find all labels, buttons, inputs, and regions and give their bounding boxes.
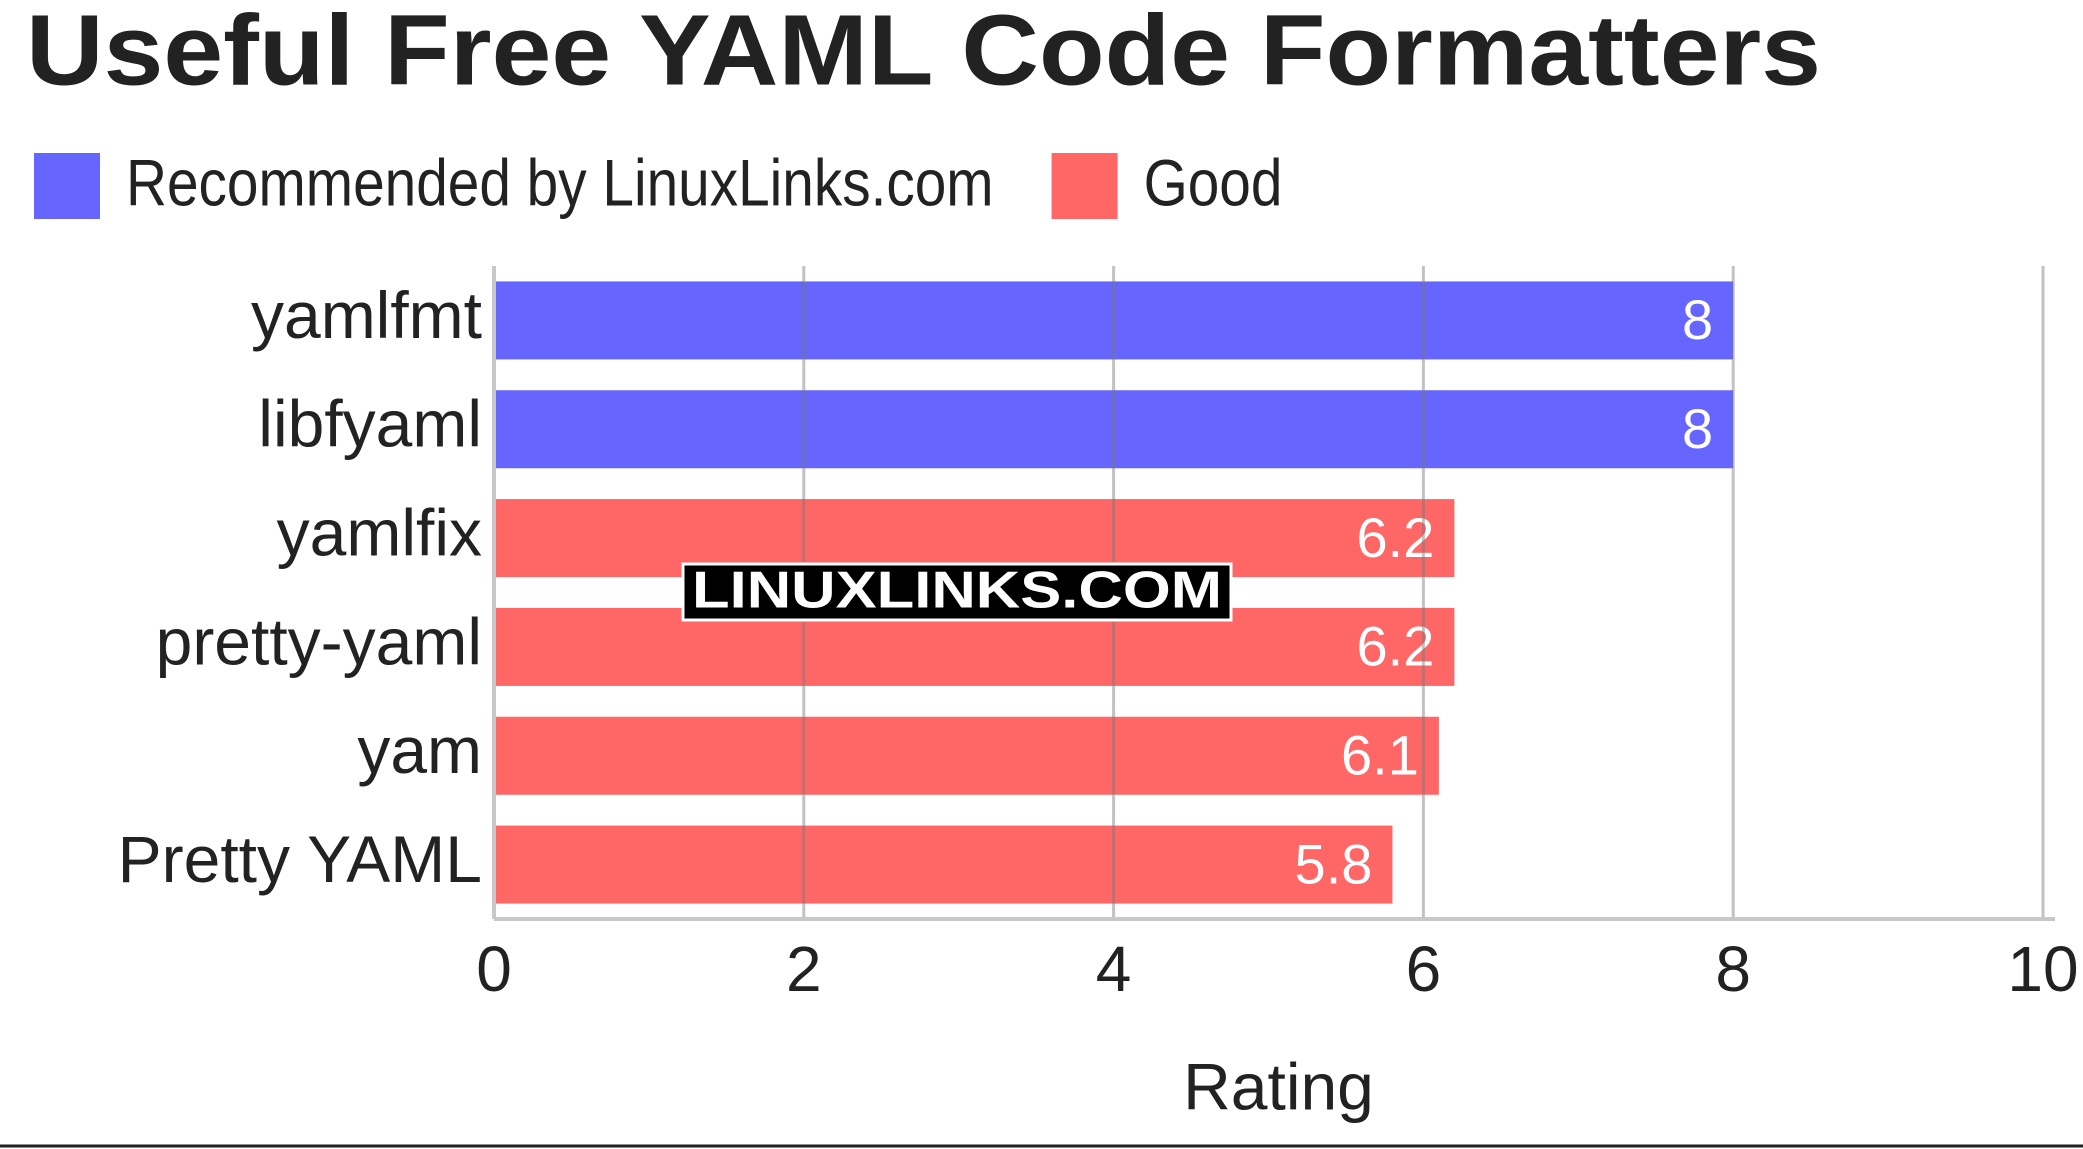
y-tick-label: yam [357,713,482,787]
bar [494,825,1393,904]
value-label: 6.2 [1357,506,1435,569]
bar [494,390,1734,469]
value-label: 6.1 [1341,724,1419,787]
y-tick-label: libfyaml [258,387,482,461]
x-tick-label: 6 [1406,933,1442,1005]
value-label: 8 [1682,288,1713,351]
y-tick-label: yamlfmt [251,278,482,352]
x-tick-label: 10 [2007,933,2078,1005]
legend-label: Recommended by LinuxLinks.com [126,145,994,219]
chart-title: Useful Free YAML Code Formatters [26,0,1821,106]
bar [494,281,1734,360]
value-label: 6.2 [1357,615,1435,678]
x-tick-label: 8 [1715,933,1751,1005]
bar [494,716,1439,795]
x-tick-label: 4 [1096,933,1132,1005]
legend-swatch [34,153,100,219]
x-axis-title: Rating [1183,1049,1374,1123]
value-label: 8 [1682,397,1713,460]
y-tick-label: Pretty YAML [118,822,482,896]
legend-label: Good [1144,145,1283,219]
y-tick-label: pretty-yaml [156,604,482,678]
value-label: 5.8 [1295,832,1373,895]
x-tick-label: 2 [786,933,822,1005]
legend-swatch [1051,153,1118,219]
y-tick-label: yamlfix [277,496,482,570]
watermark: LINUXLINKS.COM [692,562,1222,620]
watermark-box [681,562,1233,622]
x-tick-label: 0 [476,933,512,1005]
